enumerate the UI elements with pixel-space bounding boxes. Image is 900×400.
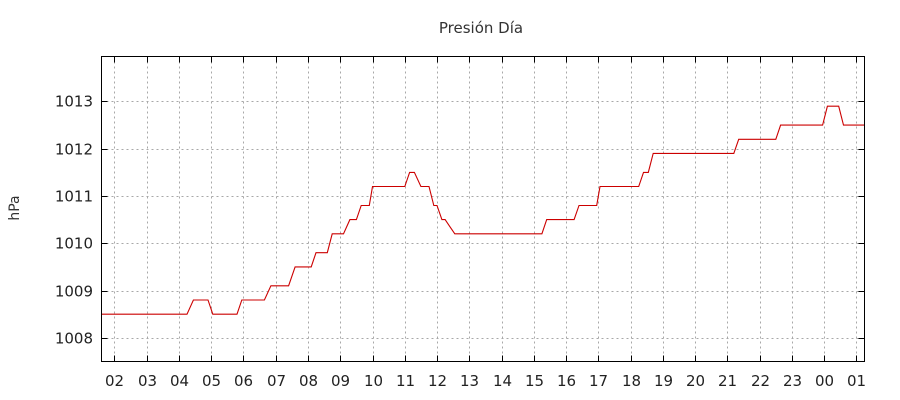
x-tick-label: 19	[654, 372, 673, 390]
plot-frame	[101, 56, 865, 362]
x-tick-label: 12	[428, 372, 447, 390]
x-tick-label: 16	[557, 372, 576, 390]
series-layer	[101, 105, 865, 315]
y-tick-label: 1009	[55, 283, 93, 301]
chart-title: Presión Día	[439, 19, 523, 37]
y-tick-label: 1011	[55, 188, 93, 206]
y-tick-labels: 1008 1009 1010 1011 1012 1013	[55, 93, 93, 348]
x-tick-label: 03	[138, 372, 157, 390]
x-tick-label: 04	[170, 372, 189, 390]
x-tick-label: 22	[751, 372, 770, 390]
x-tick-label: 00	[815, 372, 834, 390]
x-tick-label: 14	[493, 372, 512, 390]
tick-marks	[101, 56, 865, 362]
x-tick-label: 02	[105, 372, 124, 390]
x-tick-label: 07	[267, 372, 286, 390]
y-tick-label: 1010	[55, 235, 93, 253]
x-tick-label: 20	[686, 372, 705, 390]
x-tick-label: 10	[364, 372, 383, 390]
x-tick-labels: 02 03 04 05 06 07 08 09 10 11 12 13 14 15 16 17 18 19 20 21…	[105, 372, 866, 390]
x-tick-label: 13	[460, 372, 479, 390]
y-axis-label: hPa	[7, 195, 23, 220]
y-tick-label: 1012	[55, 141, 93, 159]
x-tick-label: 23	[783, 372, 802, 390]
x-tick-label: 18	[622, 372, 641, 390]
y-tick-label: 1008	[55, 330, 93, 348]
pressure-series-line	[101, 105, 865, 315]
x-tick-label: 17	[589, 372, 608, 390]
x-tick-label: 08	[299, 372, 318, 390]
x-tick-label: 01	[847, 372, 866, 390]
x-tick-label: 09	[331, 372, 350, 390]
y-tick-label: 1013	[55, 93, 93, 111]
x-tick-label: 05	[202, 372, 221, 390]
x-tick-label: 15	[525, 372, 544, 390]
x-tick-label: 06	[234, 372, 253, 390]
x-tick-label: 11	[396, 372, 415, 390]
x-tick-label: 21	[718, 372, 737, 390]
grid-lines	[101, 56, 865, 362]
